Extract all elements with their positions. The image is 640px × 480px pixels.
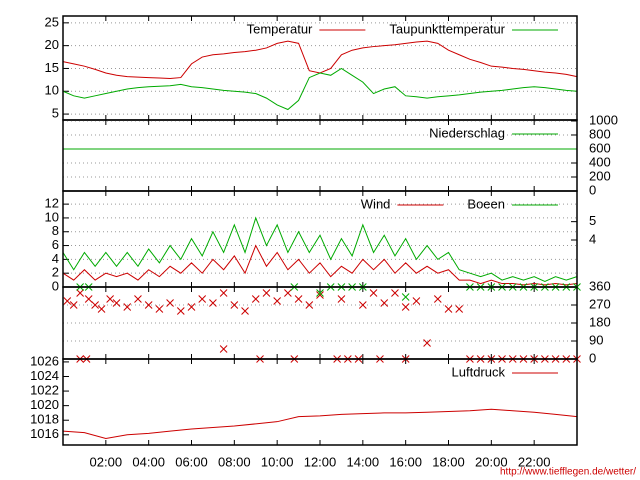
y-tick-label: 1022 xyxy=(30,383,59,398)
y-tick-label: 2 xyxy=(52,265,59,280)
point xyxy=(444,305,453,313)
y2-tick-label: 1000 xyxy=(589,112,618,127)
point xyxy=(209,299,217,307)
x-tick-label: 04:00 xyxy=(132,454,165,469)
point xyxy=(97,305,106,313)
point xyxy=(144,301,153,309)
series-line xyxy=(62,408,578,439)
legend-label: Luftdruck xyxy=(452,364,506,379)
x-tick-label: 14:00 xyxy=(347,454,380,469)
point xyxy=(69,301,78,309)
y-tick-label: 1016 xyxy=(30,426,59,441)
y-tick-label: 0 xyxy=(52,278,59,293)
y2-tick-label: 5 xyxy=(589,213,596,228)
x-tick-label: 08:00 xyxy=(218,454,251,469)
y-tick-label: 4 xyxy=(52,251,59,266)
point xyxy=(433,295,442,303)
y2-tick-label: 4 xyxy=(589,231,596,246)
point xyxy=(63,297,72,305)
point xyxy=(391,289,399,297)
x-tick-label: 10:00 xyxy=(261,454,294,469)
y-tick-label: 1026 xyxy=(30,353,59,368)
point xyxy=(134,295,142,303)
point xyxy=(316,289,324,297)
point xyxy=(423,339,431,347)
point xyxy=(76,289,84,297)
y2-tick-label: 270 xyxy=(589,296,611,311)
point xyxy=(187,303,196,311)
y2-tick-label: 600 xyxy=(589,140,611,155)
point xyxy=(401,303,410,311)
y-tick-label: 10 xyxy=(45,83,59,98)
point xyxy=(123,303,132,311)
point xyxy=(412,297,421,305)
point xyxy=(316,291,324,299)
point xyxy=(251,295,260,303)
point xyxy=(112,299,121,307)
legend-label: Wind xyxy=(361,196,391,211)
y2-tick-label: 200 xyxy=(589,168,611,183)
legend-label: Temperatur xyxy=(247,21,313,36)
point xyxy=(166,299,174,307)
y-tick-label: 1024 xyxy=(30,368,59,383)
point xyxy=(337,295,346,303)
y2-tick-label: 400 xyxy=(589,154,611,169)
point xyxy=(401,293,410,301)
point xyxy=(262,289,271,297)
series-line xyxy=(62,244,578,286)
point xyxy=(241,307,249,315)
y-tick-label: 12 xyxy=(45,196,59,211)
y-tick-label: 5 xyxy=(52,106,59,121)
y2-tick-label: 0 xyxy=(589,350,596,365)
point xyxy=(219,345,228,353)
point xyxy=(176,307,185,315)
footer-url: http://www.tiefflegen.de/wetter/ xyxy=(500,467,636,478)
point xyxy=(369,289,378,297)
point xyxy=(358,301,367,309)
point xyxy=(380,299,389,307)
y-tick-label: 10 xyxy=(45,209,59,224)
point xyxy=(230,301,239,309)
point xyxy=(305,301,314,309)
y-tick-label: 1020 xyxy=(30,397,59,412)
y2-tick-label: 360 xyxy=(589,278,611,293)
x-tick-label: 22:00 xyxy=(518,454,551,469)
point xyxy=(84,295,93,303)
x-tick-label: 12:00 xyxy=(304,454,337,469)
y-tick-label: 6 xyxy=(52,237,59,252)
legend-label: Taupunkttemperatur xyxy=(389,21,505,36)
x-tick-label: 18:00 xyxy=(432,454,465,469)
point xyxy=(219,289,228,297)
y2-tick-label: 180 xyxy=(589,314,611,329)
y2-tick-label: 0 xyxy=(589,182,596,197)
point xyxy=(91,301,99,309)
series-line xyxy=(62,216,578,283)
y-tick-label: 15 xyxy=(45,60,59,75)
x-tick-label: 16:00 xyxy=(389,454,422,469)
y-tick-label: 25 xyxy=(45,14,59,29)
x-tick-label: 06:00 xyxy=(175,454,208,469)
legend-label: Niederschlag xyxy=(429,125,505,140)
point xyxy=(284,289,292,297)
panel-frame xyxy=(62,358,578,446)
legend-label: Boeen xyxy=(467,196,505,211)
y-tick-label: 1018 xyxy=(30,412,59,427)
point xyxy=(106,295,114,303)
point xyxy=(455,305,464,313)
x-tick-label: 02:00 xyxy=(90,454,123,469)
y2-tick-label: 90 xyxy=(589,332,603,347)
y-tick-label: 20 xyxy=(45,37,59,52)
point xyxy=(198,295,207,303)
point xyxy=(294,295,303,303)
y-tick-label: 8 xyxy=(52,223,59,238)
y2-tick-label: 800 xyxy=(589,126,611,141)
x-tick-label: 20:00 xyxy=(475,454,508,469)
series-line xyxy=(62,67,578,111)
point xyxy=(273,297,282,305)
point xyxy=(155,305,164,313)
